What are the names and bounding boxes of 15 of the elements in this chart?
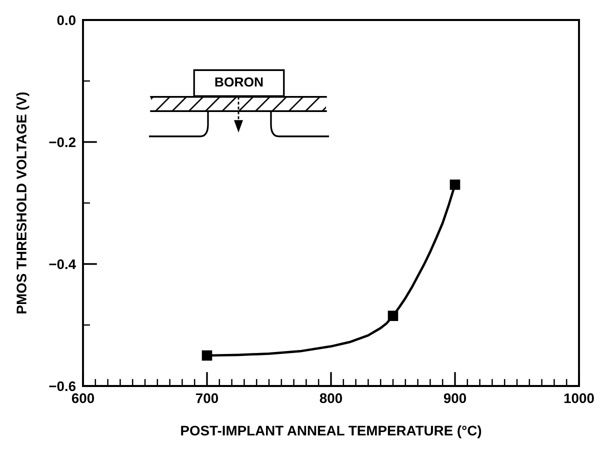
x-tick-label: 700 <box>196 393 218 404</box>
y-tick-label: 0.0 <box>57 15 76 26</box>
point <box>450 180 460 190</box>
point <box>388 310 398 321</box>
x-axis-title: POST-IMPLANT ANNEAL TEMPERATURE (°C) <box>181 425 482 438</box>
y-axis-title: PMOS THRESHOLD VOLTAGE (V) <box>16 92 30 314</box>
y-tick-label: −0.2 <box>49 137 76 148</box>
x-tick-label: 1000 <box>564 393 594 404</box>
x-tick-label: 800 <box>320 393 342 404</box>
x-tick-label: 600 <box>72 393 94 404</box>
annotation: BORON <box>215 77 263 87</box>
y-tick-label: −0.6 <box>49 381 76 392</box>
y-tick-label: −0.4 <box>49 259 76 270</box>
x-tick-label: 900 <box>444 393 466 404</box>
point <box>202 350 212 361</box>
